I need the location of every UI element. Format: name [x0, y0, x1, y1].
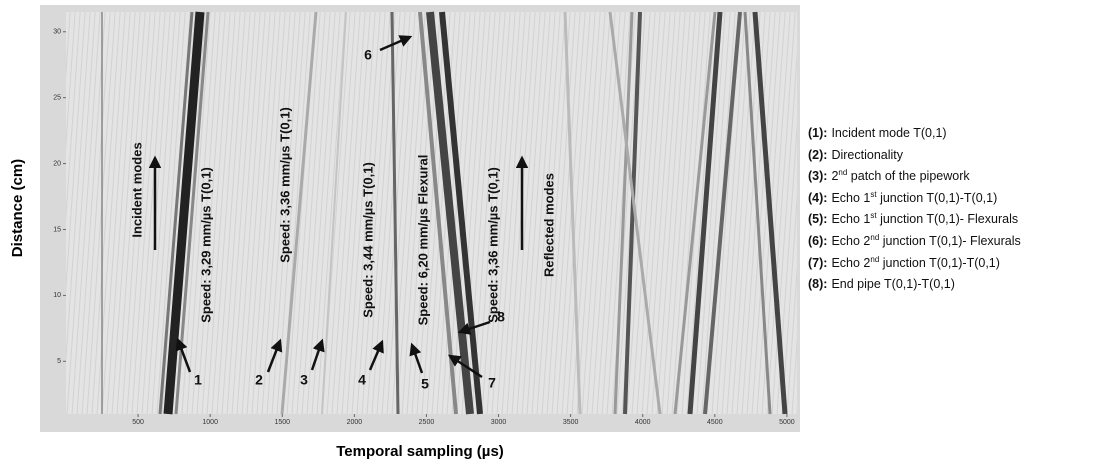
y-tick-label: 25 — [53, 95, 61, 102]
legend-text: Directionality — [831, 147, 904, 162]
legend-text: junction T(0,1)- Flexurals — [876, 212, 1019, 227]
y-axis-label: Distance (cm) — [9, 159, 26, 257]
legend-text: 2 — [831, 169, 839, 184]
legend-item: (6): Echo 2nd junction T(0,1)- Flexurals — [808, 231, 1021, 253]
legend-key: (8): — [808, 277, 828, 292]
marker-number: 1 — [194, 372, 202, 388]
annotation: Speed: 3,36 mm/µs T(0,1) — [485, 167, 500, 323]
x-tick-label: 4000 — [635, 419, 651, 426]
legend-item: (1): Incident mode T(0,1) — [808, 123, 1021, 145]
annotation: Speed: 3,29 mm/µs T(0,1) — [198, 167, 213, 323]
annotation: Incident modes — [129, 142, 144, 237]
marker-number: 2 — [255, 372, 263, 388]
legend-superscript: st — [870, 211, 877, 221]
annotation: Speed: 3,36 mm/µs T(0,1) — [277, 107, 292, 263]
y-tick-label: 15 — [53, 226, 61, 233]
x-tick-label: 1500 — [274, 419, 290, 426]
legend-text: junction T(0,1)-T(0,1) — [876, 190, 998, 205]
x-tick-label: 1000 — [202, 419, 218, 426]
legend-item: (8): End pipe T(0,1)-T(0,1) — [808, 274, 1021, 296]
legend-text: Echo 2 — [831, 255, 871, 270]
y-tick-label: 10 — [53, 292, 61, 299]
legend-text: junction T(0,1)- Flexurals — [879, 233, 1021, 248]
legend-text: End pipe T(0,1)-T(0,1) — [831, 277, 955, 292]
legend-text: Echo 1 — [831, 190, 871, 205]
legend-text: Echo 1 — [831, 212, 871, 227]
legend: (1): Incident mode T(0,1) (2): Directionali… — [808, 123, 1021, 296]
y-tick-label: 20 — [53, 160, 61, 167]
legend-text: Echo 2 — [831, 233, 871, 248]
marker-number: 8 — [497, 309, 505, 325]
legend-key: (4): — [808, 190, 828, 205]
marker-number: 6 — [364, 47, 372, 63]
legend-item: (5): Echo 1st junction T(0,1)- Flexurals — [808, 209, 1021, 231]
legend-key: (6): — [808, 233, 828, 248]
legend-key: (2): — [808, 147, 828, 162]
legend-superscript: nd — [870, 232, 880, 242]
marker-number: 5 — [421, 376, 429, 392]
legend-key: (3): — [808, 169, 828, 184]
x-tick-label: 3000 — [491, 419, 507, 426]
x-tick-label: 3500 — [563, 419, 579, 426]
mode-arrows — [148, 35, 529, 379]
x-tick-label: 4500 — [707, 419, 723, 426]
marker-number: 4 — [358, 372, 366, 388]
legend-superscript: st — [870, 189, 877, 199]
legend-superscript: nd — [870, 254, 880, 264]
legend-text: Incident mode T(0,1) — [831, 126, 947, 140]
legend-superscript: nd — [838, 168, 848, 178]
legend-item: (4): Echo 1st junction T(0,1)-T(0,1) — [808, 188, 1021, 210]
x-tick-label: 2000 — [347, 419, 363, 426]
chart: Temporal sampling (µs) Distance (cm) 500… — [9, 5, 800, 460]
legend-item: (7): Echo 2nd junction T(0,1)-T(0,1) — [808, 253, 1021, 275]
y-tick-label: 30 — [53, 29, 61, 36]
marker-number: 3 — [300, 372, 308, 388]
legend-item: (2): Directionality — [808, 145, 1021, 167]
x-tick-label: 5000 — [779, 419, 795, 426]
legend-key: (1): — [808, 126, 828, 140]
x-axis-label: Temporal sampling (µs) — [336, 443, 504, 460]
y-tick-label: 5 — [57, 358, 61, 365]
annotation: Speed: 3,44 mm/µs T(0,1) — [360, 162, 375, 318]
legend-text: patch of the pipework — [847, 169, 970, 184]
legend-key: (5): — [808, 212, 828, 227]
echo-stripes — [101, 11, 788, 415]
x-tick-label: 500 — [132, 419, 144, 426]
legend-text: junction T(0,1)-T(0,1) — [879, 255, 1000, 270]
annotation: Reflected modes — [541, 173, 556, 277]
marker-number: 7 — [488, 375, 496, 391]
legend-key: (7): — [808, 255, 828, 270]
x-tick-label: 2500 — [419, 419, 435, 426]
annotation: Speed: 6,20 mm/µs Flexural — [415, 155, 430, 326]
legend-item: (3): 2nd patch of the pipework — [808, 166, 1021, 188]
